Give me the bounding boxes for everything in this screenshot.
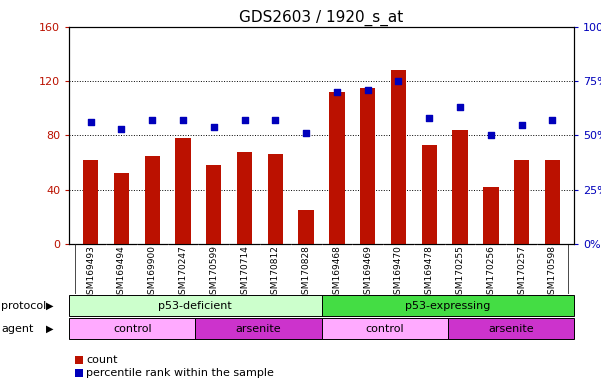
Point (517, 121, 526, 127)
Bar (329, 92, 344, 244)
Bar (448, 318, 574, 339)
Text: control: control (113, 324, 151, 334)
Text: GSM169478: GSM169478 (425, 245, 434, 300)
Text: ▶: ▶ (46, 301, 53, 311)
Text: GSM170247: GSM170247 (178, 245, 188, 300)
Text: GSM169900: GSM169900 (148, 245, 157, 300)
Text: protocol: protocol (1, 301, 46, 311)
Bar (391, 70, 406, 244)
Bar (69, 318, 195, 339)
Point (548, 117, 557, 123)
Text: control: control (365, 324, 404, 334)
Bar (360, 88, 376, 244)
Text: GSM170255: GSM170255 (456, 245, 465, 300)
Bar (175, 138, 191, 244)
Text: p53-expressing: p53-expressing (405, 301, 490, 311)
Bar (483, 187, 499, 244)
Bar (421, 145, 437, 244)
Title: GDS2603 / 1920_s_at: GDS2603 / 1920_s_at (239, 9, 404, 25)
Text: GSM169469: GSM169469 (363, 245, 372, 300)
Point (363, 87, 373, 93)
Text: GSM170599: GSM170599 (209, 245, 218, 300)
Point (117, 126, 126, 132)
Point (455, 104, 465, 110)
Point (424, 115, 434, 121)
Bar (206, 165, 222, 244)
Text: agent: agent (1, 324, 34, 334)
Point (240, 117, 249, 123)
Point (147, 117, 157, 123)
Bar (83, 160, 99, 244)
Bar (114, 173, 129, 244)
Point (178, 117, 188, 123)
Bar (195, 318, 322, 339)
Bar (322, 318, 448, 339)
Bar (545, 160, 560, 244)
Text: count: count (86, 355, 117, 365)
Text: GSM170256: GSM170256 (486, 245, 495, 300)
Text: GSM170257: GSM170257 (517, 245, 526, 300)
Bar (69, 295, 322, 316)
Bar (144, 156, 160, 244)
Text: p53-deficient: p53-deficient (159, 301, 232, 311)
Text: GSM169468: GSM169468 (332, 245, 341, 300)
Point (86, 119, 96, 126)
Bar (514, 160, 529, 244)
Point (394, 78, 403, 84)
Text: GSM169470: GSM169470 (394, 245, 403, 300)
Point (270, 117, 280, 123)
Text: GSM170714: GSM170714 (240, 245, 249, 300)
Text: percentile rank within the sample: percentile rank within the sample (86, 368, 274, 378)
Text: GSM170828: GSM170828 (302, 245, 311, 300)
Text: GSM169493: GSM169493 (86, 245, 95, 300)
Text: GSM169494: GSM169494 (117, 245, 126, 300)
Text: arsenite: arsenite (236, 324, 281, 334)
Bar (237, 152, 252, 244)
Bar (322, 295, 574, 316)
Point (486, 132, 496, 139)
Bar (299, 210, 314, 244)
Text: GSM170812: GSM170812 (271, 245, 280, 300)
Point (301, 130, 311, 136)
Point (332, 89, 342, 95)
Text: GSM170598: GSM170598 (548, 245, 557, 300)
Point (209, 124, 219, 130)
Bar (453, 130, 468, 244)
Text: ▶: ▶ (46, 324, 53, 334)
Bar (267, 154, 283, 244)
Text: arsenite: arsenite (488, 324, 534, 334)
